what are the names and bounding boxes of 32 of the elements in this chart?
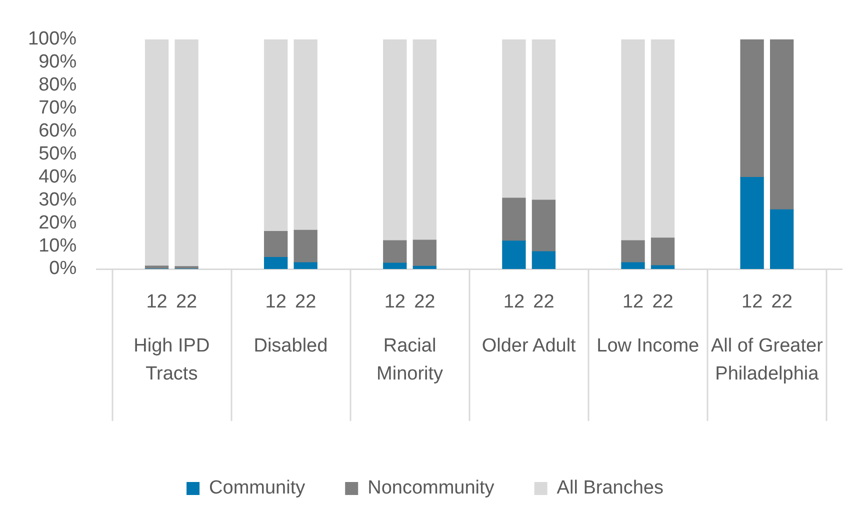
x-tick-label: 12 [622,292,644,313]
y-tick-label: 80% [38,74,77,96]
x-tick-label: 12 [741,292,763,313]
x-tick-label: 12 [503,292,525,313]
x-tick-label: 22 [295,292,316,313]
x-tick-label: 12 [265,292,286,313]
text: High IPD Tracts [134,336,210,385]
legend-label: Noncommunity [368,478,495,499]
legend-label: All Branches [556,478,664,499]
text: Racial Minority [376,336,444,385]
x-tick-label: 22 [533,292,554,313]
y-tick-label: 60% [38,120,77,142]
x-tick-label: 22 [652,292,674,313]
x-tick-label: 22 [771,292,792,313]
y-tick-label: 0% [49,258,77,280]
text: All of Greater Philadelphia [710,336,824,385]
y-tick-label: 20% [38,212,77,234]
text: Older Adult [482,336,577,357]
y-tick-label: 70% [38,98,77,119]
y-tick-label: 30% [38,189,77,210]
y-tick-label: 40% [38,166,77,188]
x-tick-label: 22 [414,292,436,313]
y-tick-label: 50% [38,143,77,164]
y-tick-label: 90% [38,52,77,73]
x-tick-label: 12 [146,292,168,313]
x-tick-label: 22 [176,292,198,313]
y-tick-label: 10% [38,235,77,256]
x-tick-label: 12 [384,292,406,313]
y-tick-label: 100% [28,28,77,50]
text: Disabled [254,336,328,357]
text: Low Income [596,336,700,357]
legend-label: Community [209,478,306,499]
